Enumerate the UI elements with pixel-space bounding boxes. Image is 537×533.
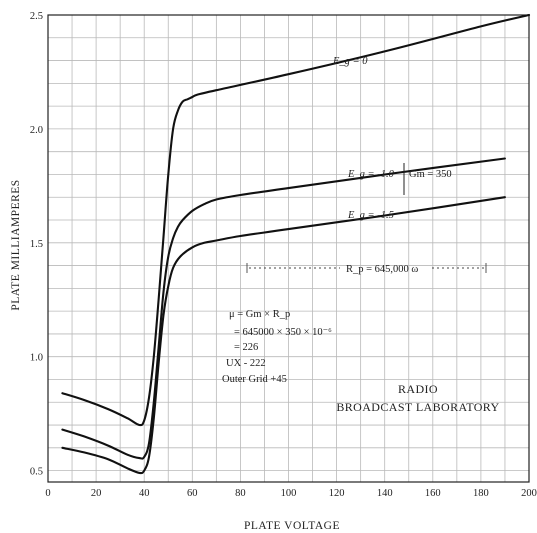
curve-label-eg-1: E_g = -1.0 [347, 169, 395, 180]
x-tick-label: 20 [91, 488, 102, 499]
lab-credit-line-1: RADIO [398, 382, 438, 396]
curves [61, 13, 531, 475]
x-tick-label: 180 [473, 488, 489, 499]
x-tick-label: 160 [425, 488, 441, 499]
y-tick-label: 0.5 [30, 467, 43, 478]
y-axis-ticks: 0.5 1.0 1.5 2.0 2.5 [30, 11, 43, 478]
curve-eg-minus-1 [61, 157, 506, 460]
x-tick-label: 40 [139, 488, 150, 499]
curve-label-eg-1-5: E_g = -1.5 [347, 210, 394, 221]
x-tick-label: 100 [281, 488, 297, 499]
mu-formula-line-1: μ = Gm × R_p [229, 309, 290, 320]
x-tick-label: 140 [377, 488, 393, 499]
y-tick-label: 1.0 [30, 353, 43, 364]
rp-label: R_p = 645,000 ω [346, 264, 418, 275]
grid [47, 14, 530, 482]
mu-formula-line-2: = 645000 × 350 × 10⁻⁶ [234, 327, 332, 338]
curve-label-eg0: E_g = 0 [332, 56, 368, 67]
lab-credit-line-2: BROADCAST LABORATORY [336, 400, 499, 414]
y-tick-label: 2.0 [30, 125, 43, 136]
curve-eg-0 [61, 13, 531, 427]
x-tick-label: 80 [235, 488, 246, 499]
tube-type-label: UX - 222 [226, 358, 266, 369]
x-axis-ticks: 0 20 40 60 80 100 120 140 160 180 200 [45, 488, 537, 499]
y-axis-title: PLATE MILLIAMPERES [10, 179, 22, 310]
outer-grid-label: Outer Grid +45 [222, 374, 287, 385]
x-tick-label: 60 [187, 488, 198, 499]
mu-formula-line-3: = 226 [234, 342, 258, 353]
x-tick-label: 200 [521, 488, 537, 499]
curve-eg-minus-1-5 [61, 196, 506, 475]
x-tick-label: 120 [329, 488, 345, 499]
x-axis-title: PLATE VOLTAGE [244, 520, 340, 532]
plot-frame [47, 14, 530, 483]
x-tick-label: 0 [45, 488, 50, 499]
gm-label: Gm = 350 [409, 169, 452, 180]
y-tick-label: 1.5 [30, 239, 43, 250]
y-tick-label: 2.5 [30, 11, 43, 22]
